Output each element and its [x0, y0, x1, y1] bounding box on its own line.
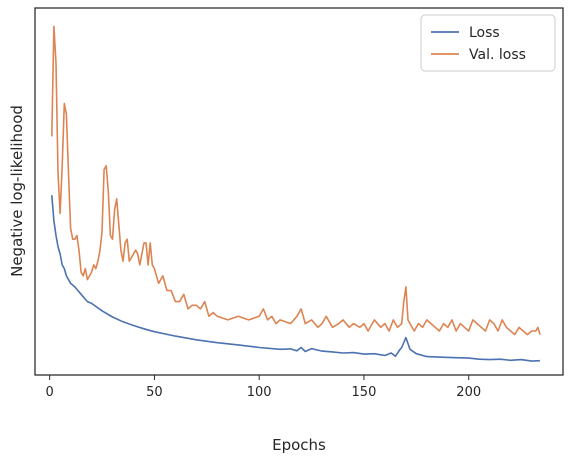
- x-axis-ticks: 0 50 100 150 200: [46, 375, 481, 400]
- x-tick-label: 100: [247, 385, 272, 400]
- legend-label-0: Loss: [469, 25, 500, 41]
- plot-frame: [34, 7, 564, 376]
- x-tick-label: 50: [146, 385, 163, 400]
- x-axis-label: Epochs: [272, 436, 326, 454]
- series-line-1: [51, 25, 541, 336]
- x-tick-label: 150: [352, 385, 377, 400]
- plot-lines: [51, 25, 541, 362]
- x-tick-label: 0: [46, 385, 54, 400]
- legend-label-1: Val. loss: [469, 47, 526, 63]
- x-tick-label: 200: [456, 385, 481, 400]
- legend-box: [420, 14, 556, 72]
- legend: Loss Val. loss: [420, 14, 556, 72]
- series-line-0: [51, 195, 541, 362]
- y-axis-label: Negative log-likelihood: [8, 105, 26, 277]
